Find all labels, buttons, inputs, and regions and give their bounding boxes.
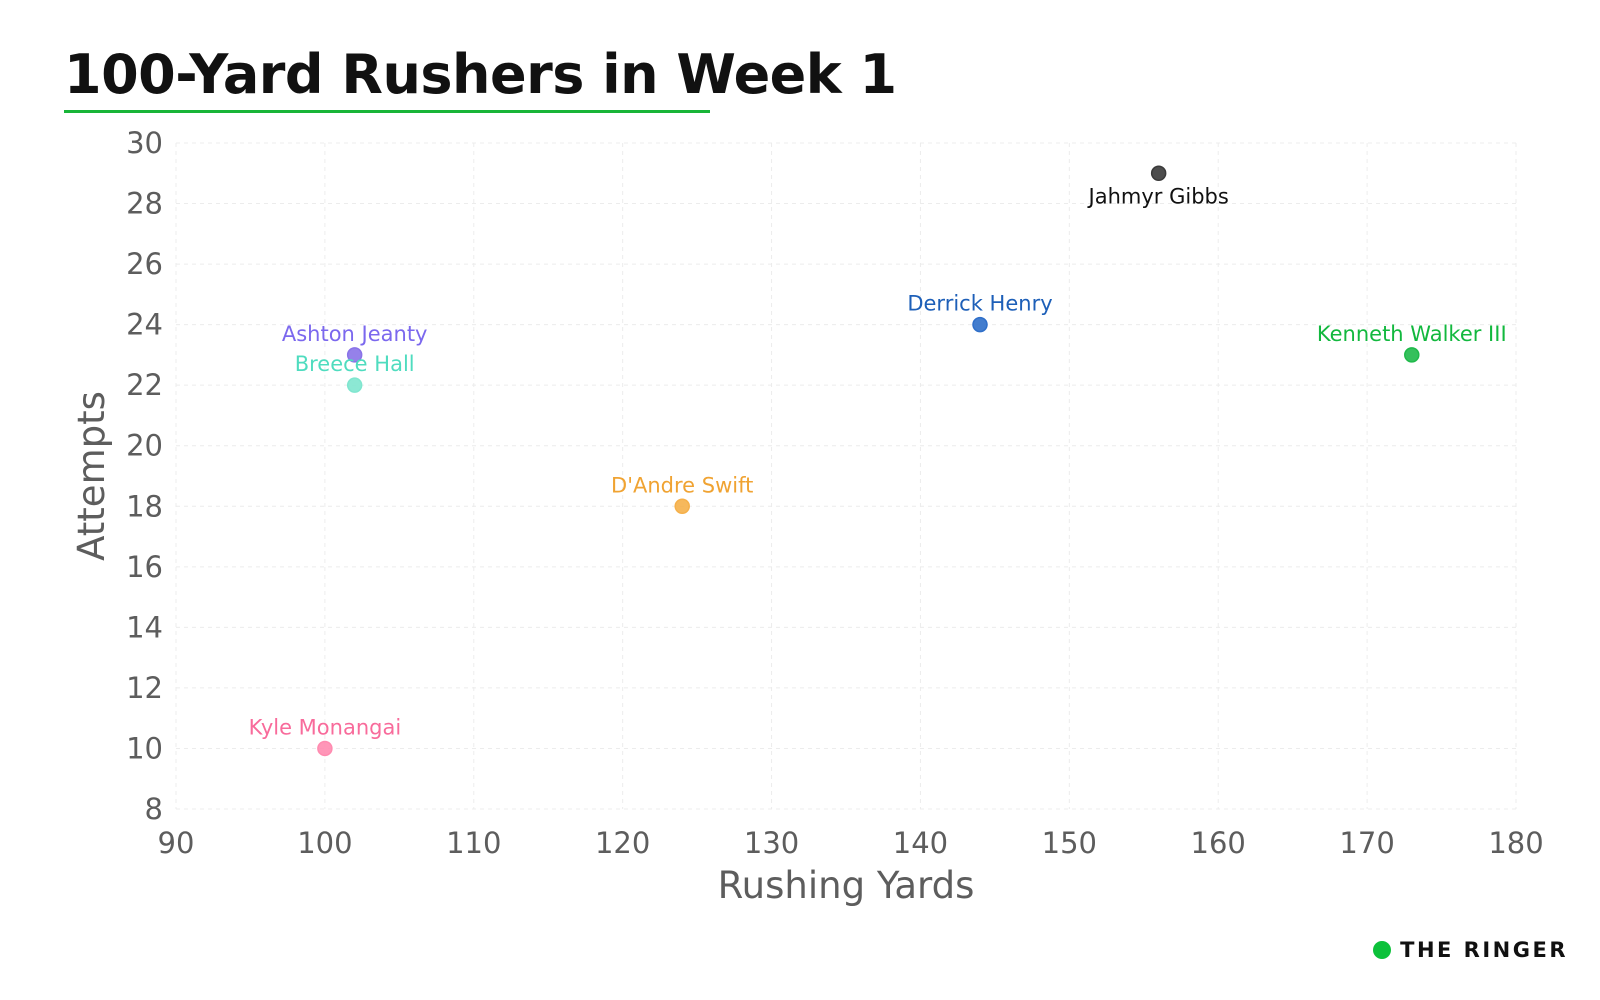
brand-logo: THE RINGER	[1373, 938, 1568, 962]
y-tick-label: 20	[126, 429, 163, 463]
point-label: Ashton Jeanty	[282, 322, 428, 346]
y-tick-label: 26	[126, 247, 163, 281]
y-tick-label: 18	[126, 489, 163, 523]
x-tick-label: 140	[893, 826, 948, 860]
point-layer	[318, 166, 1419, 755]
y-tick-label: 24	[126, 308, 163, 342]
point-label: Derrick Henry	[907, 292, 1052, 316]
y-tick-label: 30	[126, 126, 163, 160]
x-tick-label: 90	[158, 826, 195, 860]
data-point	[348, 378, 362, 392]
point-label: Jahmyr Gibbs	[1087, 184, 1229, 208]
point-label: D'Andre Swift	[611, 473, 753, 497]
x-tick-label: 120	[595, 826, 650, 860]
brand-name: THE RINGER	[1400, 938, 1568, 962]
y-tick-label: 14	[126, 610, 163, 644]
y-tick-label: 28	[126, 187, 163, 221]
tick-layer: 90 100 110 120 130 140 150 160 170 180 8 10 12 14 16 18…	[126, 126, 1544, 860]
x-axis-title: Rushing Yards	[718, 864, 975, 907]
data-point	[318, 741, 332, 755]
y-tick-label: 8	[145, 792, 163, 826]
x-tick-label: 180	[1488, 826, 1543, 860]
x-tick-label: 170	[1339, 826, 1394, 860]
x-tick-label: 150	[1042, 826, 1097, 860]
grid-layer	[176, 143, 1516, 809]
y-tick-label: 22	[126, 368, 163, 402]
point-label: Breece Hall	[295, 352, 415, 376]
y-tick-label: 12	[126, 671, 163, 705]
y-tick-label: 16	[126, 550, 163, 584]
data-point	[1405, 348, 1419, 362]
label-layer: Jahmyr Gibbs Derrick Henry Kenneth Walker …	[249, 184, 1507, 739]
y-tick-label: 10	[126, 731, 163, 765]
data-point	[1152, 166, 1166, 180]
x-tick-label: 160	[1191, 826, 1246, 860]
brand-dot-icon	[1373, 941, 1391, 959]
y-axis-title: Attempts	[70, 391, 113, 561]
data-point	[675, 499, 689, 513]
x-tick-label: 130	[744, 826, 799, 860]
point-label: Kyle Monangai	[249, 715, 402, 739]
data-point	[973, 318, 987, 332]
x-tick-label: 100	[297, 826, 352, 860]
x-tick-label: 110	[446, 826, 501, 860]
point-label: Kenneth Walker III	[1317, 322, 1507, 346]
